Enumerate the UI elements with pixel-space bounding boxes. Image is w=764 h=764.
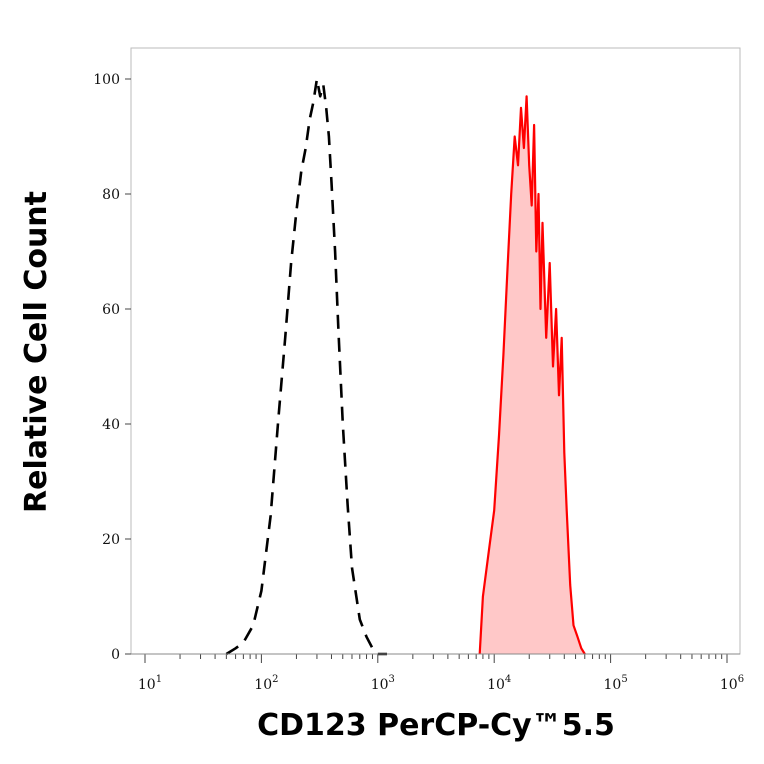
x-tick-label: 101: [138, 674, 162, 693]
x-axis-label: CD123 PerCP-Cy™5.5: [257, 708, 615, 743]
y-tick-label: 100: [93, 72, 120, 88]
y-tick-label: 60: [102, 302, 120, 318]
x-tick-label: 102: [254, 674, 278, 693]
series-1-line: [478, 95, 586, 655]
y-tick-label: 40: [102, 417, 120, 433]
y-axis-label: Relative Cell Count: [19, 191, 54, 513]
series-0-line: [225, 77, 387, 656]
y-tick-label: 20: [102, 532, 120, 548]
plot-frame: [130, 47, 741, 655]
y-axis-ticks: 0 20 40 60 80 100: [93, 72, 131, 663]
series-layer: [225, 77, 586, 656]
series-1-area: [479, 96, 585, 655]
y-tick-label: 0: [111, 647, 120, 663]
x-tick-label: 104: [487, 674, 511, 693]
x-tick-label: 103: [371, 674, 395, 693]
x-tick-label: 105: [603, 674, 627, 693]
x-axis-ticks: 101 102 103 104 105 106: [138, 654, 744, 693]
x-tick-label: 106: [720, 674, 744, 693]
y-tick-label: 80: [102, 187, 120, 203]
